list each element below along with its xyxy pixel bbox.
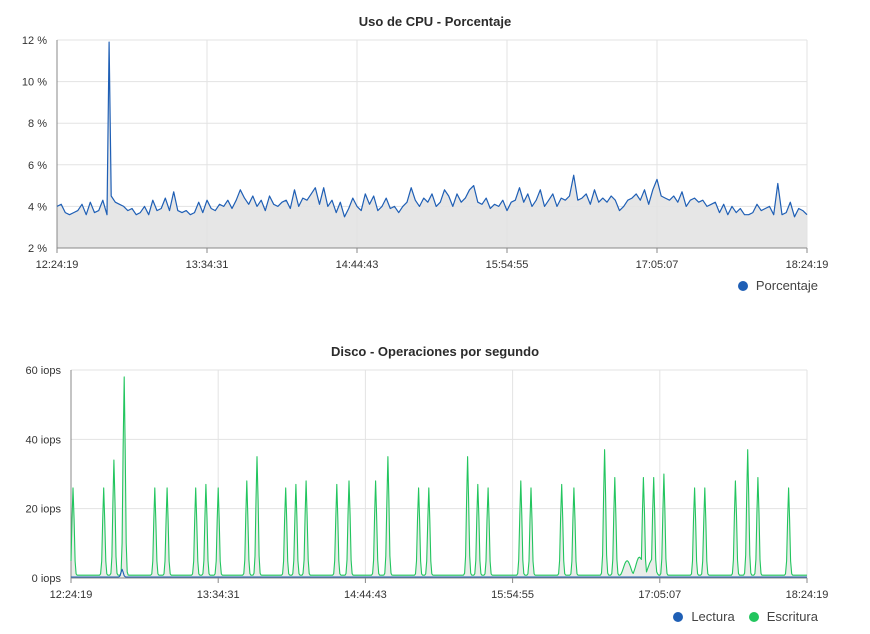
legend-item-porcentaje[interactable]: Porcentaje [737, 278, 818, 293]
x-tick-label: 17:05:07 [636, 259, 679, 271]
x-tick-label: 13:34:31 [197, 589, 240, 601]
disk-chart-plot: 0 iops 20 iops 40 iops 60 iops 12:24:19 13:34… [26, 365, 829, 601]
legend-label-escritura: Escritura [766, 609, 818, 624]
x-tick-label: 15:54:55 [491, 589, 534, 601]
lectura-series-line [71, 568, 807, 578]
y-tick-label: 20 iops [26, 504, 62, 516]
x-tick-label: 13:34:31 [186, 259, 229, 271]
x-tick-label: 12:24:19 [36, 259, 79, 271]
y-tick-label: 4 % [28, 201, 47, 213]
y-tick-label: 6 % [28, 160, 47, 172]
cpu-legend: Porcentaje [737, 278, 818, 293]
x-tick-label: 15:54:55 [486, 259, 529, 271]
y-tick-label: 40 iops [26, 434, 62, 446]
y-tick-label: 60 iops [26, 365, 62, 377]
cpu-series-line [56, 41, 808, 218]
x-tick-label: 18:24:19 [786, 589, 829, 601]
disk-chart-title: Disco - Operaciones por segundo [330, 344, 540, 359]
legend-dot-escritura [748, 611, 759, 622]
x-tick-label: 18:24:19 [786, 259, 829, 271]
disk-legend: Lectura Escritura [673, 609, 818, 624]
cpu-chart-title: Uso de CPU - Porcentaje [358, 14, 512, 29]
disk-ops-chart: Disco - Operaciones por segundo 0 iops 20… [0, 330, 870, 634]
y-tick-label: 12 % [22, 35, 47, 47]
x-tick-label: 12:24:19 [50, 589, 93, 601]
legend-dot-lectura [673, 611, 684, 622]
legend-item-lectura[interactable]: Lectura [673, 609, 735, 624]
legend-item-escritura[interactable]: Escritura [748, 609, 818, 624]
y-tick-label: 10 % [22, 77, 47, 89]
x-tick-label: 17:05:07 [638, 589, 681, 601]
escritura-series-line [70, 376, 807, 576]
cpu-chart-plot: 2 % 4 % 6 % 8 % 10 % 12 % 12:24:19 13:34:31 14:4… [22, 35, 829, 271]
y-tick-label: 8 % [28, 118, 47, 130]
x-tick-label: 14:44:43 [344, 589, 387, 601]
legend-dot-porcentaje [737, 280, 748, 291]
cpu-area-fill [57, 42, 807, 248]
cpu-usage-chart: Uso de CPU - Porcentaje 2 % 4 % 6 % 8 % 10 %… [0, 0, 870, 310]
x-tick-label: 14:44:43 [336, 259, 379, 271]
y-tick-label: 2 % [28, 243, 47, 255]
y-tick-label: 0 iops [32, 573, 62, 585]
legend-label-lectura: Lectura [691, 609, 735, 624]
legend-label-porcentaje: Porcentaje [755, 278, 818, 293]
